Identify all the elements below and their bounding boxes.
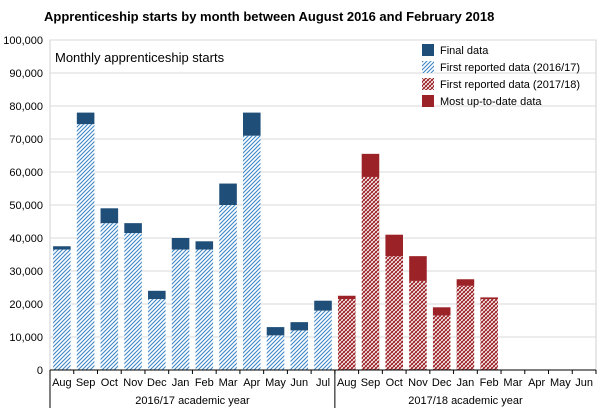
- bar-blue-hatch-nov-3: [124, 233, 142, 370]
- bar-blue-solid-nov-3: [124, 223, 142, 234]
- bar-blue-hatch-sep-1: [76, 124, 95, 371]
- bar-red-solid-jan-17: [456, 279, 475, 286]
- legend-swatch-blue-solid: [422, 44, 434, 56]
- bar-blue-hatch-jul-11: [314, 310, 332, 370]
- y-tick-label: 70,000: [9, 134, 43, 146]
- academic-year-labels: 2016/17 academic year 2017/18 academic ye…: [49, 370, 523, 408]
- bar-red-hatch-jan-17: [456, 285, 475, 370]
- x-tick-label: Nov: [123, 377, 143, 389]
- bar-blue-hatch-jan-5: [171, 249, 190, 370]
- legend-label: First reported data (2017/18): [440, 79, 580, 91]
- y-tick-label: 60,000: [9, 167, 43, 179]
- x-tick-label: Nov: [408, 377, 428, 389]
- academic-year-label: 2017/18 academic year: [408, 395, 523, 407]
- x-tick-label: Oct: [101, 377, 118, 389]
- bar-red-hatch-nov-15: [409, 280, 427, 370]
- bar-red-solid-oct-14: [385, 234, 403, 257]
- legend-label: Most up-to-date data: [440, 96, 542, 108]
- x-tick-label: Jan: [172, 377, 190, 389]
- x-tick-label: Sep: [361, 377, 381, 389]
- y-tick-label: 40,000: [9, 233, 43, 245]
- legend-label: Final data: [440, 45, 489, 57]
- legend-label: First reported data (2016/17): [440, 62, 580, 74]
- bar-blue-solid-oct-2: [100, 208, 119, 224]
- y-axis: 0 10,000 20,000 30,000 40,000 50,000 60,000 70,…: [3, 35, 43, 377]
- bar-blue-solid-feb-6: [195, 241, 214, 250]
- bar-blue-hatch-oct-2: [100, 223, 119, 370]
- x-tick-label: Sep: [76, 377, 96, 389]
- y-tick-label: 50,000: [9, 200, 43, 212]
- y-tick-label: 100,000: [3, 35, 43, 47]
- legend-swatch-red-hatch: [422, 78, 434, 90]
- bar-red-hatch-feb-18: [480, 299, 498, 370]
- bar-red-hatch-oct-14: [385, 256, 403, 370]
- x-tick-label: Mar: [503, 377, 522, 389]
- y-tick-label: 20,000: [9, 299, 43, 311]
- x-axis: Aug Sep Oct Nov Dec Jan Feb Mar Apr May Jun Jul Aug S…: [49, 369, 597, 389]
- x-tick-label: Dec: [432, 377, 452, 389]
- bars: [53, 112, 498, 371]
- bar-red-hatch-dec-16: [432, 315, 451, 370]
- x-tick-label: Aug: [52, 377, 72, 389]
- chart-title: Apprenticeship starts by month between A…: [44, 9, 494, 24]
- x-tick-label: Feb: [480, 377, 499, 389]
- bar-blue-hatch-may-9: [266, 335, 285, 370]
- bar-blue-solid-dec-4: [148, 290, 166, 300]
- bar-blue-solid-may-9: [266, 327, 285, 336]
- bar-blue-hatch-dec-4: [148, 299, 166, 370]
- bar-blue-hatch-mar-7: [219, 205, 237, 370]
- bar-red-hatch-aug-12: [337, 299, 356, 370]
- bar-blue-hatch-aug-0: [53, 249, 71, 370]
- y-tick-label: 10,000: [9, 332, 43, 344]
- bar-blue-solid-apr-8: [243, 112, 261, 136]
- bar-red-solid-nov-15: [409, 256, 427, 281]
- chart-subtitle: Monthly apprenticeship starts: [55, 50, 225, 65]
- x-tick-label: Dec: [147, 377, 167, 389]
- bar-red-solid-feb-18: [480, 297, 498, 300]
- bar-blue-solid-jun-10: [290, 322, 309, 331]
- x-tick-label: Oct: [386, 377, 403, 389]
- bar-red-solid-sep-13: [361, 153, 380, 177]
- academic-year-label: 2016/17 academic year: [135, 395, 250, 407]
- x-tick-label: Apr: [528, 377, 545, 389]
- x-tick-label: Jan: [457, 377, 475, 389]
- x-tick-label: Apr: [243, 377, 260, 389]
- bar-blue-hatch-jun-10: [290, 330, 309, 370]
- bar-blue-solid-jan-5: [171, 238, 190, 250]
- x-tick-label: May: [550, 377, 571, 389]
- x-tick-label: Jun: [290, 377, 308, 389]
- bar-red-solid-aug-12: [337, 295, 356, 300]
- y-tick-label: 90,000: [9, 68, 43, 80]
- bar-red-hatch-sep-13: [361, 176, 380, 370]
- y-tick-label: 0: [37, 365, 43, 377]
- bar-blue-hatch-apr-8: [243, 135, 261, 370]
- y-tick-label: 30,000: [9, 266, 43, 278]
- x-tick-label: Jul: [316, 377, 330, 389]
- y-tick-label: 80,000: [9, 101, 43, 113]
- x-tick-label: May: [265, 377, 286, 389]
- legend-swatch-blue-hatch: [422, 61, 434, 73]
- bar-blue-solid-aug-0: [53, 246, 71, 250]
- bar-blue-solid-jul-11: [314, 300, 332, 311]
- x-tick-label: Aug: [337, 377, 357, 389]
- bar-red-solid-dec-16: [432, 307, 451, 316]
- bar-blue-hatch-feb-6: [195, 249, 214, 370]
- x-tick-label: Jun: [575, 377, 593, 389]
- bar-blue-solid-sep-1: [76, 112, 95, 125]
- x-tick-label: Feb: [195, 377, 214, 389]
- x-tick-label: Mar: [219, 377, 238, 389]
- bar-blue-solid-mar-7: [219, 183, 237, 205]
- legend: Final data First reported data (2016/17) F…: [422, 44, 580, 108]
- legend-swatch-red-solid: [422, 95, 434, 107]
